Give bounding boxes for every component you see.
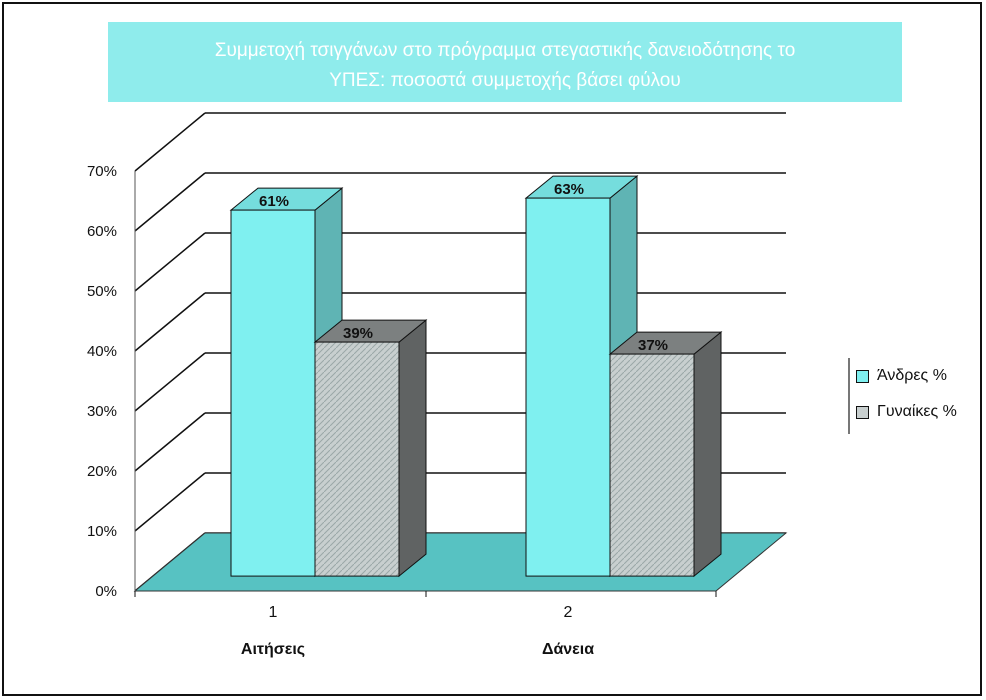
grid-side-4 (134, 292, 206, 352)
bar-front-1-1 (609, 353, 695, 577)
legend-item-women: Γυναίκες % (856, 394, 980, 430)
category-label-1: Δάνεια (542, 641, 594, 658)
chart-title: Συμμετοχή τσιγγάνων στο πρόγραμμα στεγασ… (108, 22, 902, 102)
bar-front-1-0 (525, 197, 611, 577)
y-tick-label-5: 50% (87, 283, 117, 300)
grid-side-5 (134, 232, 206, 292)
y-tick-label-1: 10% (87, 523, 117, 540)
legend: Άνδρες % Γυναίκες % (848, 358, 980, 434)
y-tick-label-7: 70% (87, 163, 117, 180)
grid-side-2 (134, 412, 206, 472)
bar-front-0-0 (230, 209, 316, 577)
bar-front-0-1 (314, 341, 400, 577)
grid-side-7 (134, 112, 206, 172)
category-number-1: 2 (564, 604, 573, 621)
y-tick-label-2: 20% (87, 463, 117, 480)
data-label-1-0: 63% (554, 181, 584, 198)
chart-title-line-1: Συμμετοχή τσιγγάνων στο πρόγραμμα στεγασ… (214, 40, 796, 61)
legend-swatch-men (856, 369, 869, 383)
y-tick-label-0: 0% (95, 583, 117, 600)
legend-swatch-women (856, 405, 869, 419)
grid-side-6 (134, 172, 206, 232)
category-number-0: 1 (269, 604, 278, 621)
category-label-0: Αιτήσεις (241, 641, 305, 658)
data-label-0-0: 61% (259, 193, 289, 210)
legend-label-men: Άνδρες % (877, 367, 947, 384)
grid-side-3 (134, 352, 206, 412)
bar-side-1-1 (693, 331, 722, 578)
y-tick-label-4: 40% (87, 343, 117, 360)
data-label-0-1: 39% (343, 325, 373, 342)
legend-label-women: Γυναίκες % (877, 403, 957, 420)
legend-item-men: Άνδρες % (856, 358, 980, 394)
y-tick-label-6: 60% (87, 223, 117, 240)
data-label-1-1: 37% (638, 337, 668, 354)
bar-side-0-1 (398, 319, 427, 578)
chart-title-line-2: ΥΠΕΣ: ποσοστά συμμετοχής βάσει φύλου (329, 70, 681, 91)
grid-side-1 (134, 472, 206, 532)
y-tick-label-3: 30% (87, 403, 117, 420)
